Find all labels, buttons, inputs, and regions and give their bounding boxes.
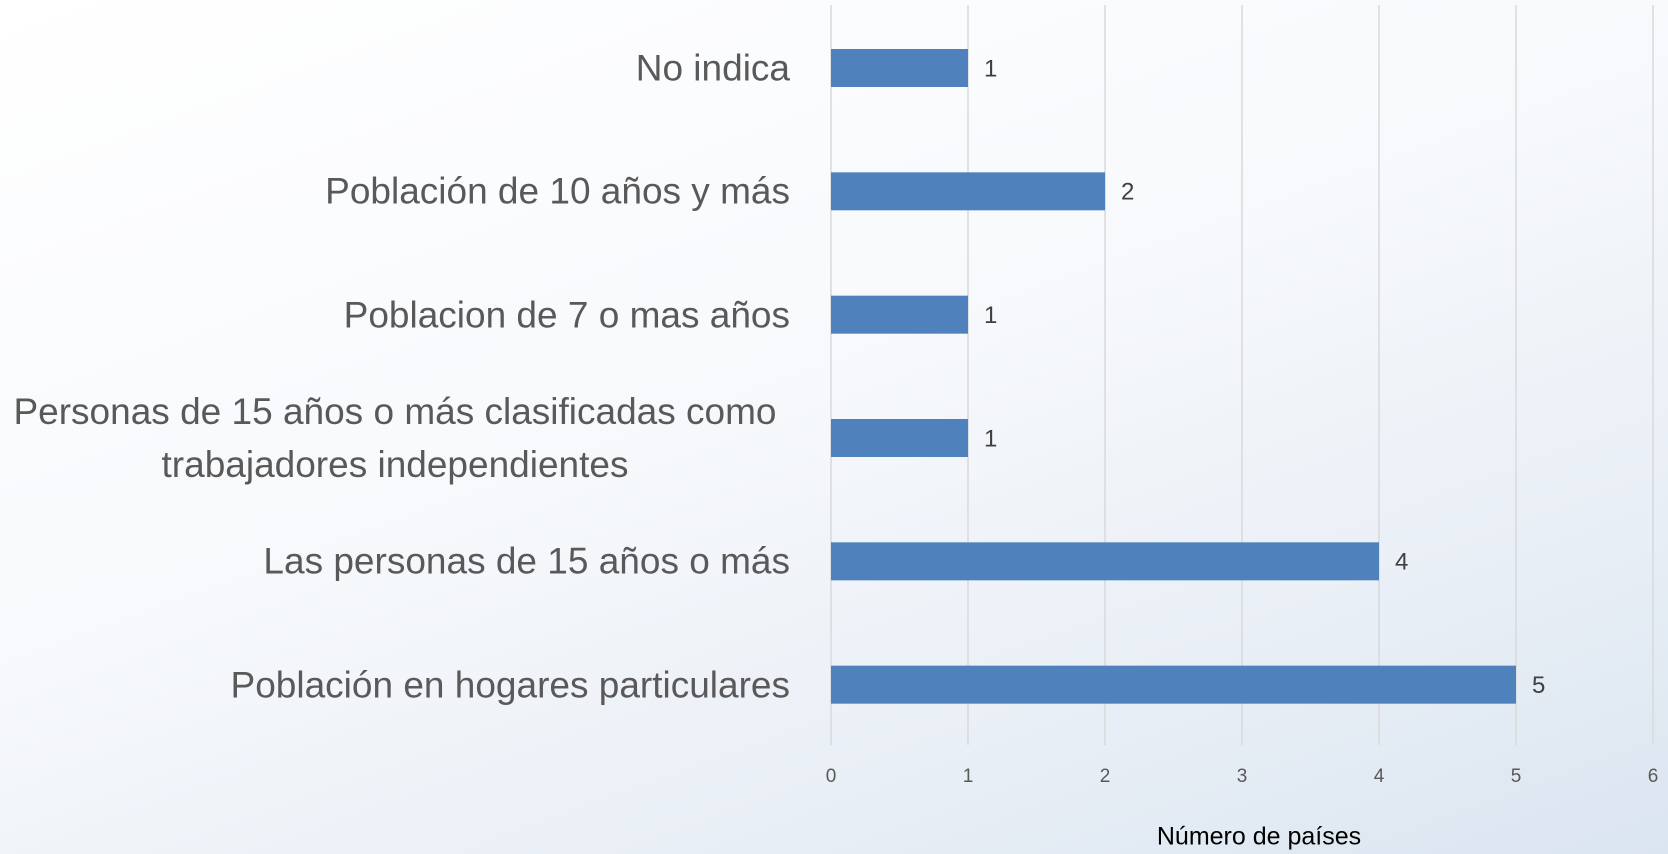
bar bbox=[831, 49, 968, 87]
category-label: Poblacion de 7 o mas años bbox=[343, 294, 790, 336]
x-tick-label: 0 bbox=[826, 766, 837, 787]
value-label: 5 bbox=[1532, 672, 1545, 699]
x-tick-label: 4 bbox=[1374, 766, 1385, 787]
x-tick-label: 3 bbox=[1237, 766, 1248, 787]
x-tick-label: 2 bbox=[1100, 766, 1111, 787]
bar bbox=[831, 172, 1105, 211]
x-axis-title: Número de países bbox=[1157, 823, 1361, 851]
value-label: 2 bbox=[1121, 179, 1134, 206]
bar bbox=[831, 295, 968, 334]
bar bbox=[831, 419, 968, 457]
bar bbox=[831, 542, 1379, 581]
x-tick-label: 5 bbox=[1511, 766, 1522, 787]
value-label: 1 bbox=[984, 425, 997, 452]
x-tick-label: 6 bbox=[1648, 766, 1659, 787]
bar bbox=[831, 665, 1516, 704]
value-label: 1 bbox=[984, 302, 997, 329]
category-label: Personas de 15 años o más clasificadas c… bbox=[13, 391, 777, 485]
category-label: No indica bbox=[635, 47, 790, 89]
category-label: Población de 10 años y más bbox=[325, 170, 790, 212]
category-label: Población en hogares particulares bbox=[230, 664, 790, 706]
value-label: 4 bbox=[1395, 549, 1408, 576]
category-label: Las personas de 15 años o más bbox=[263, 540, 790, 582]
x-tick-label: 1 bbox=[963, 766, 974, 787]
value-label: 1 bbox=[984, 55, 997, 82]
